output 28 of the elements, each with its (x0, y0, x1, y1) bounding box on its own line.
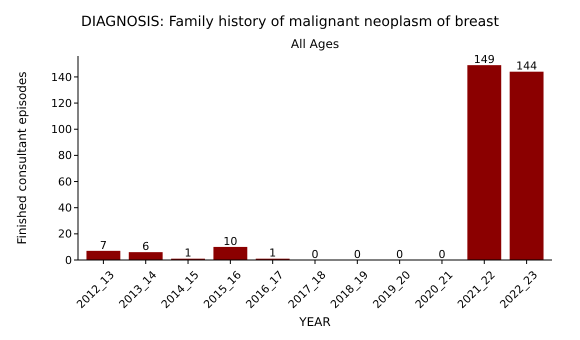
y-tick-label: 100 (51, 123, 72, 136)
y-tick-label: 20 (58, 228, 72, 241)
bar (128, 252, 163, 260)
data-label: 6 (142, 240, 150, 254)
x-axis-title: YEAR (298, 315, 331, 329)
y-axis-title: Finished consultant episodes (15, 71, 29, 245)
y-tick-label: 140 (51, 70, 72, 84)
data-label: 7 (100, 238, 107, 252)
bar (86, 250, 120, 260)
data-label: 1 (184, 246, 192, 260)
data-label: 0 (438, 248, 446, 261)
data-label: 0 (354, 248, 361, 261)
bar (510, 72, 544, 260)
bar (213, 246, 248, 260)
chart-subtitle: All Ages (290, 37, 340, 51)
data-label: 149 (474, 53, 495, 66)
data-label: 1 (269, 246, 276, 260)
data-label: 0 (312, 248, 318, 261)
y-tick-label: 80 (58, 149, 72, 162)
data-label: 144 (516, 60, 538, 73)
y-tick-label: 0 (65, 254, 72, 267)
data-label: 0 (396, 248, 404, 261)
bar (467, 65, 502, 260)
y-tick-label: 60 (58, 175, 72, 188)
y-tick-label: 120 (51, 96, 72, 110)
data-label: 10 (223, 234, 238, 248)
y-tick-label: 40 (58, 202, 72, 215)
chart-title: DIAGNOSIS: Family history of malignant neoplasm of breast (81, 14, 500, 30)
